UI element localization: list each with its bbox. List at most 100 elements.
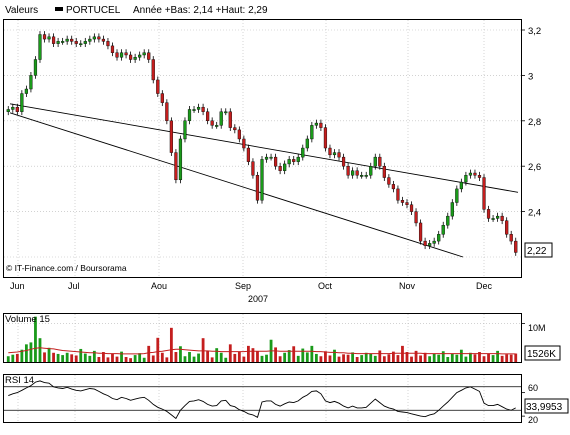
candle-body bbox=[264, 156, 269, 160]
candle-body bbox=[305, 138, 309, 149]
candle-body bbox=[482, 177, 486, 210]
candle-body bbox=[174, 152, 178, 181]
header-info: Année +Bas: 2,14 +Haut: 2,29 bbox=[133, 5, 268, 16]
candle-body bbox=[15, 106, 19, 112]
candle-body bbox=[414, 211, 418, 224]
volume-bar bbox=[97, 357, 101, 362]
volume-bar bbox=[346, 354, 350, 362]
candle-body bbox=[273, 156, 278, 167]
volume-bar bbox=[342, 354, 345, 362]
candle-body bbox=[341, 156, 346, 167]
candle-body bbox=[88, 38, 92, 42]
volume-bar bbox=[43, 352, 46, 362]
candle-body bbox=[473, 172, 477, 176]
x-tick-label: Aou bbox=[151, 281, 167, 291]
candle-body bbox=[233, 127, 237, 131]
volume-last-label: 1526K bbox=[527, 349, 556, 360]
price-tick-label: 2,8 bbox=[528, 117, 541, 128]
credit-text: © IT-Finance.com / Boursorama bbox=[6, 263, 127, 273]
volume-bar bbox=[487, 353, 490, 362]
candle-body bbox=[47, 36, 51, 40]
volume-bar bbox=[169, 327, 173, 362]
volume-bar bbox=[355, 357, 359, 362]
volume-bar bbox=[496, 350, 500, 362]
volume-bar bbox=[147, 345, 151, 362]
candle-body bbox=[360, 175, 364, 177]
candle-body bbox=[387, 177, 391, 185]
volume-bar bbox=[305, 352, 309, 362]
volume-bar bbox=[183, 356, 187, 362]
volume-bar bbox=[382, 356, 386, 362]
candle-body bbox=[450, 202, 454, 217]
volume-bar bbox=[115, 356, 119, 362]
volume-bar bbox=[52, 352, 55, 362]
candle-body bbox=[228, 111, 232, 128]
candle-body bbox=[464, 175, 468, 183]
volume-bar bbox=[432, 353, 436, 362]
volume-bar bbox=[328, 355, 332, 362]
volume-bar bbox=[373, 355, 377, 362]
candle-body bbox=[224, 111, 228, 114]
series-name: PORTUCEL bbox=[66, 5, 121, 16]
candle-body bbox=[296, 156, 300, 162]
volume-bar bbox=[133, 355, 137, 362]
candle-body bbox=[292, 159, 296, 162]
candle-body bbox=[133, 57, 137, 60]
volume-bar bbox=[83, 353, 87, 362]
candle-body bbox=[196, 106, 201, 110]
volume-bar bbox=[450, 353, 454, 362]
candle-body bbox=[147, 52, 151, 60]
price-tick-label: 2,4 bbox=[528, 208, 541, 219]
candle-body bbox=[396, 188, 400, 201]
candle-body bbox=[509, 234, 513, 242]
candle-body bbox=[237, 129, 241, 140]
volume-bar bbox=[378, 350, 382, 362]
volume-bar bbox=[459, 349, 463, 362]
x-tick-label: Oct bbox=[318, 281, 333, 291]
volume-bar bbox=[337, 356, 341, 362]
candle-body bbox=[97, 36, 101, 40]
candle-body bbox=[101, 38, 106, 42]
x-tick-label: Dec bbox=[476, 281, 493, 291]
rsi-tick-60: 60 bbox=[528, 383, 538, 393]
volume-bar bbox=[65, 352, 69, 362]
volume-bar bbox=[165, 357, 169, 362]
candle-body bbox=[246, 147, 251, 162]
candle-body bbox=[219, 111, 223, 126]
candle-body bbox=[169, 120, 173, 153]
candle-body bbox=[378, 156, 382, 167]
rsi-last-box bbox=[524, 398, 569, 414]
volume-bar bbox=[287, 350, 291, 362]
volume-bar bbox=[106, 357, 110, 362]
candle-body bbox=[437, 234, 441, 242]
candle-body bbox=[323, 127, 328, 149]
x-tick-label: Jul bbox=[68, 281, 80, 291]
volume-bar bbox=[419, 355, 422, 362]
volume-bar bbox=[129, 358, 133, 362]
x-tick-label: Nov bbox=[399, 281, 416, 291]
volume-tick-10m: 10M bbox=[528, 323, 546, 333]
candle-body bbox=[251, 161, 255, 176]
volume-bar bbox=[156, 337, 160, 362]
volume-bar bbox=[47, 347, 51, 362]
volume-bar bbox=[260, 355, 264, 362]
volume-bar bbox=[120, 351, 123, 362]
volume-bar bbox=[387, 354, 391, 362]
candle-body bbox=[314, 122, 318, 126]
candle-body bbox=[382, 165, 386, 178]
volume-bar bbox=[391, 351, 395, 362]
volume-bar bbox=[247, 345, 250, 362]
candle-body bbox=[332, 152, 337, 156]
candle-body bbox=[391, 184, 396, 190]
x-tick-label: Jun bbox=[10, 281, 25, 291]
candle-body bbox=[142, 52, 146, 56]
candle-body bbox=[187, 109, 192, 121]
candle-body bbox=[346, 165, 350, 176]
candle-body bbox=[38, 34, 42, 60]
volume-bar bbox=[491, 355, 495, 362]
volume-bar bbox=[310, 345, 314, 362]
volume-bar bbox=[61, 355, 65, 362]
candle-body bbox=[83, 41, 87, 44]
volume-bar bbox=[423, 352, 427, 362]
